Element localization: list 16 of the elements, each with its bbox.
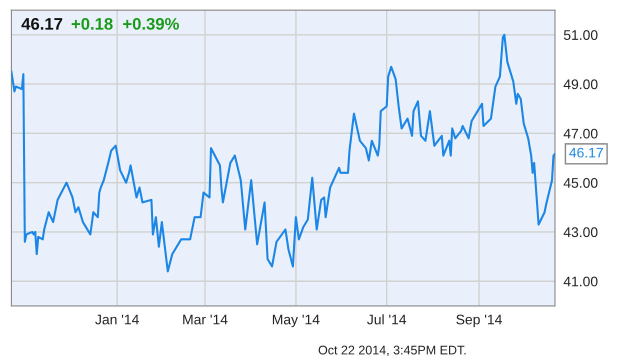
y-tick-label: 43.00: [564, 227, 598, 238]
chart-subtitle: +0.18 +0.39%: [72, 18, 179, 30]
x-tick-label: Jan '14: [95, 314, 139, 324]
x-tick-label: Sep '14: [456, 314, 502, 328]
y-tick-label: 51.00: [564, 30, 598, 40]
y-tick-label: 47.00: [564, 128, 598, 139]
text: Oct 22 2014, 3:45PM EDT.: [318, 346, 466, 356]
x-tick-label: Mar '14: [183, 314, 228, 324]
annotation: 46.17: [569, 148, 603, 158]
x-tick-label: May '14: [272, 314, 320, 328]
y-tick-label: 45.00: [564, 178, 598, 188]
y-tick-label: 49.00: [564, 79, 598, 90]
chart-title: 46.17: [21, 18, 62, 30]
x-tick-label: Jul '14: [367, 314, 406, 324]
y-tick-label: 41.00: [564, 276, 598, 286]
line-series: [11, 34, 555, 272]
